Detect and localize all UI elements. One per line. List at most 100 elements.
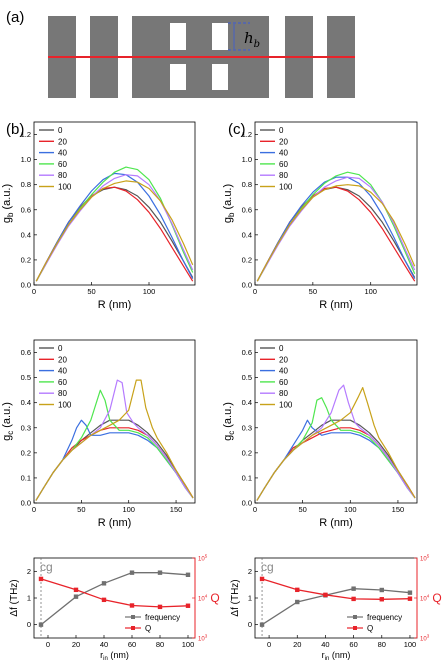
y-tick-label: 0.0 [21, 281, 31, 290]
x-axis-label: R (nm) [98, 299, 132, 311]
y-tick-label: 0.1 [21, 473, 31, 482]
x-tick-label: 50 [77, 505, 85, 514]
panel-label-a: (a) [6, 9, 24, 26]
series-line-100 [35, 379, 194, 501]
y-tick-label: 0 [27, 620, 31, 629]
tick-base: 10 [198, 557, 205, 563]
y-tick-label: 1 [248, 594, 252, 603]
legend-q-label: Q [145, 624, 151, 633]
q-marker [129, 603, 135, 608]
series-line-60 [256, 397, 416, 501]
right-y-tick-label: 105 [420, 554, 430, 563]
q-marker [259, 576, 265, 582]
y-axis-label-right: Q [432, 591, 441, 605]
legend-q-marker [353, 626, 357, 630]
frequency-marker [185, 572, 191, 577]
y-tick-label: 0.6 [21, 205, 31, 214]
x-tick-label: 0 [32, 287, 36, 296]
y-axis-label-main: g [1, 435, 13, 441]
legend-entry: 0 [58, 344, 63, 353]
frequency-marker [379, 587, 384, 593]
right-y-tick-label: 103 [420, 634, 430, 643]
legend-entry: 60 [58, 160, 67, 169]
y-tick-label: 1.2 [242, 130, 252, 139]
legend-entry: 40 [58, 367, 67, 376]
x-tick-label: 50 [298, 505, 306, 514]
y-axis-label: gb (a.u.) [1, 184, 15, 223]
y-tick-label: 1.0 [21, 155, 31, 164]
y-tick-label: 0.6 [242, 205, 252, 214]
y-tick-label: 0.8 [21, 180, 31, 189]
x-axis-label-sub: in [325, 656, 330, 662]
x-axis-label-main: r [322, 650, 325, 660]
legend-entry: 20 [279, 355, 288, 364]
x-axis-label: R (nm) [319, 299, 353, 311]
series-line-0 [35, 186, 194, 282]
x-axis-label: rin (nm) [322, 650, 351, 662]
y-tick-label: 0.4 [242, 230, 252, 239]
q-marker [407, 596, 413, 601]
x-tick-label: 100 [404, 640, 417, 649]
legend-entry: 0 [279, 126, 284, 135]
y-tick-label: 1.0 [242, 155, 252, 164]
y-axis-label-suffix: (a.u.) [1, 184, 13, 213]
q-marker [295, 587, 300, 593]
right-y-tick-label: 104 [198, 594, 208, 603]
y-axis-label-main: g [222, 217, 234, 223]
frequency-line [261, 588, 411, 626]
frequency-marker [101, 581, 107, 586]
y-tick-label: 0.3 [242, 423, 252, 432]
y-tick-label: 0.0 [21, 499, 31, 508]
legend-entry: 20 [279, 137, 288, 146]
frequency-marker [157, 570, 163, 575]
y-tick-label: 0.6 [242, 348, 252, 357]
tick-base: 10 [420, 597, 427, 603]
y-axis-label-sub: c [6, 431, 15, 435]
tick-exponent: 4 [427, 594, 430, 599]
tick-base: 10 [420, 637, 427, 643]
y-tick-label: 0.2 [21, 448, 31, 457]
x-axis-label-suffix: (nm) [108, 650, 129, 660]
y-tick-label: 0.5 [242, 373, 252, 382]
tick-exponent: 5 [205, 554, 208, 559]
q-marker [351, 596, 356, 602]
frequency-marker [38, 622, 44, 627]
legend-entry: 40 [279, 367, 288, 376]
tick-exponent: 3 [427, 634, 430, 639]
x-tick-label: 150 [170, 505, 183, 514]
q-line [261, 578, 411, 600]
y-tick-label: 2 [248, 567, 252, 576]
plot-frame [33, 121, 196, 286]
q-marker [101, 597, 107, 603]
q-marker [185, 603, 191, 608]
y-tick-label: 0.2 [21, 255, 31, 264]
y-tick-label: 0.6 [21, 348, 31, 357]
x-tick-label: 50 [309, 287, 317, 296]
y-tick-label: 1.2 [21, 130, 31, 139]
tick-base: 10 [198, 597, 205, 603]
q-marker [379, 597, 384, 602]
x-axis-label: rin (nm) [100, 650, 129, 662]
x-tick-label: 20 [293, 640, 301, 649]
series-line-20 [35, 186, 194, 282]
schematic-panel: (a) hb [6, 9, 355, 98]
plot-frame [254, 557, 418, 639]
legend-entry: 100 [58, 401, 72, 410]
plot-frame [33, 557, 196, 639]
y-tick-label: 0.8 [242, 180, 252, 189]
y-axis-label: gc (a.u.) [222, 402, 236, 441]
legend-entry: 20 [58, 137, 67, 146]
frequency-marker [351, 586, 356, 591]
y-axis-label-suffix: (a.u.) [222, 402, 234, 431]
legend-q-label: Q [367, 624, 373, 633]
x-tick-label: 100 [122, 505, 135, 514]
legend-entry: 40 [58, 149, 67, 158]
plot-frame [254, 339, 418, 504]
legend-entry: 20 [58, 355, 67, 364]
legend-entry: 0 [58, 126, 63, 135]
legend-entry: 40 [279, 149, 288, 158]
series-line-0 [256, 186, 416, 282]
frequency-marker [295, 599, 300, 605]
x-tick-label: 80 [378, 640, 386, 649]
y-tick-label: 0.2 [242, 448, 252, 457]
